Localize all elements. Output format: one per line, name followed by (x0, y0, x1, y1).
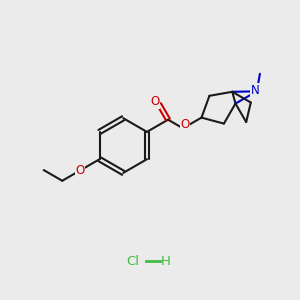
Text: O: O (76, 164, 85, 177)
Text: N: N (251, 84, 260, 97)
Text: O: O (151, 95, 160, 108)
Text: O: O (180, 118, 190, 131)
Text: Cl: Cl (126, 255, 139, 268)
Text: H: H (160, 255, 170, 268)
